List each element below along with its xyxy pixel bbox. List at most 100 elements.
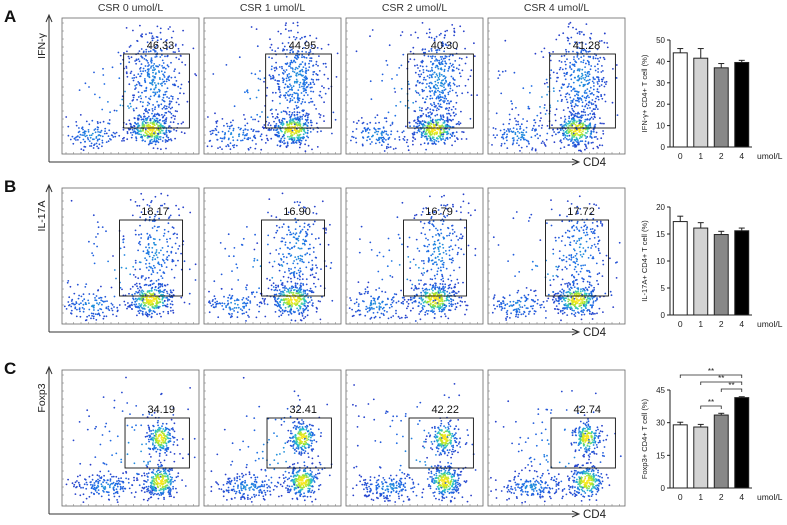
flow-event	[142, 139, 144, 142]
flow-event	[417, 92, 420, 94]
flow-event	[572, 81, 575, 84]
flow-event	[138, 82, 141, 85]
flow-event	[298, 304, 301, 307]
flow-event	[308, 51, 310, 54]
flow-event	[214, 127, 217, 130]
flow-event	[583, 96, 586, 99]
flow-event	[577, 91, 580, 94]
flow-event	[142, 101, 144, 104]
flow-event	[280, 32, 282, 35]
flow-event	[160, 123, 162, 125]
flow-event	[570, 132, 573, 135]
flow-event	[589, 68, 592, 71]
flow-event	[268, 261, 271, 264]
flow-event	[511, 137, 514, 140]
flow-event	[296, 101, 299, 104]
flow-event	[273, 260, 276, 263]
flow-event	[275, 133, 278, 136]
flow-event	[166, 250, 169, 253]
flow-event	[144, 81, 147, 84]
flow-event	[168, 103, 171, 106]
flow-event	[268, 56, 270, 59]
flow-event	[174, 264, 177, 267]
flow-event	[79, 315, 82, 318]
flow-event	[168, 97, 171, 99]
flow-event	[135, 83, 138, 86]
flow-event	[170, 310, 172, 312]
flow-event	[316, 146, 319, 148]
flow-event	[290, 277, 292, 280]
flow-event	[564, 136, 567, 139]
flow-event	[168, 138, 170, 141]
flow-event	[153, 242, 156, 244]
flow-event	[506, 139, 508, 142]
flow-event	[438, 90, 441, 93]
flow-event	[433, 103, 436, 106]
flow-event	[270, 215, 273, 217]
flow-event	[596, 63, 599, 66]
panel-letter: B	[4, 177, 16, 196]
flow-event	[386, 145, 388, 148]
flow-event	[423, 76, 426, 79]
flow-event	[584, 140, 587, 143]
flow-event	[546, 132, 549, 135]
flow-event	[303, 129, 305, 132]
flow-event	[584, 105, 586, 108]
flow-event	[66, 281, 69, 284]
flow-event	[286, 233, 288, 236]
flow-event	[279, 91, 281, 93]
flow-event	[153, 243, 156, 246]
flow-event	[446, 112, 448, 115]
flow-event	[75, 124, 78, 127]
flow-event	[565, 50, 568, 53]
flow-event	[149, 98, 152, 101]
flow-event	[576, 132, 578, 135]
flow-event	[534, 121, 537, 124]
flow-event	[545, 109, 548, 112]
flow-event	[378, 136, 381, 139]
flow-event	[134, 292, 136, 295]
flow-event	[315, 63, 318, 66]
flow-event	[168, 130, 171, 133]
flow-event	[547, 86, 549, 88]
flow-event	[303, 123, 306, 125]
flow-event	[444, 34, 446, 37]
flow-event	[599, 122, 602, 125]
flow-event	[155, 251, 158, 253]
flow-event	[217, 316, 220, 319]
flow-event	[288, 229, 290, 232]
flow-event	[159, 27, 162, 30]
flow-event	[148, 115, 150, 118]
flow-event	[162, 235, 165, 237]
flow-event	[418, 82, 421, 84]
flow-event	[304, 62, 307, 65]
flow-event	[254, 147, 257, 150]
flow-event	[309, 243, 311, 246]
flow-event	[443, 70, 446, 73]
flow-event	[442, 57, 445, 60]
flow-event	[441, 85, 443, 87]
flow-event	[429, 87, 432, 90]
flow-event	[225, 64, 228, 66]
flow-event	[585, 132, 588, 134]
flow-event	[175, 56, 178, 59]
flow-event	[304, 101, 306, 104]
flow-event	[321, 200, 324, 203]
flow-event	[419, 65, 422, 67]
flow-event	[308, 253, 311, 256]
flow-event	[440, 133, 443, 136]
flow-event	[179, 92, 181, 95]
flow-event	[305, 139, 307, 142]
flow-event	[130, 136, 133, 139]
flow-event	[149, 82, 151, 84]
flow-event	[428, 123, 430, 125]
flow-event	[139, 304, 142, 307]
flow-event	[294, 284, 297, 286]
flow-event	[572, 122, 575, 125]
flow-event	[434, 76, 437, 78]
flow-event	[604, 100, 607, 103]
flow-event	[285, 22, 287, 24]
flow-event	[439, 136, 441, 139]
flow-event	[413, 131, 416, 134]
flow-event	[134, 201, 137, 203]
